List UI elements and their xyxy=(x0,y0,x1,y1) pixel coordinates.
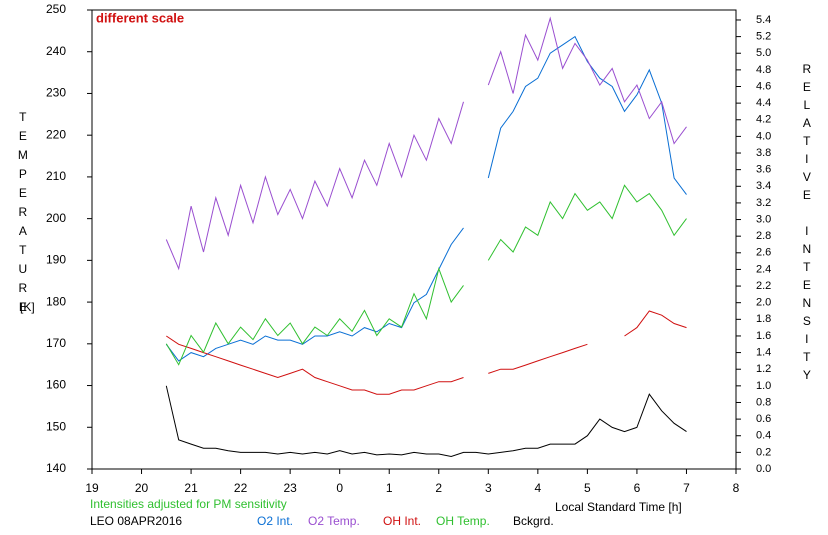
y-tick-label: 140 xyxy=(46,461,66,475)
y-tick-label: 230 xyxy=(46,86,66,100)
series-line xyxy=(165,385,687,458)
y-tick-label: 210 xyxy=(46,169,66,183)
series-line xyxy=(166,310,687,395)
legend-entry: OH Int. xyxy=(383,514,421,528)
y2-tick-label: 2.2 xyxy=(756,280,771,292)
y2-tick-label: 4.6 xyxy=(756,80,771,92)
series-line xyxy=(165,16,687,271)
legend-entry: O2 Int. xyxy=(257,514,293,528)
y2-tick-label: 2.4 xyxy=(756,263,771,275)
y-tick-label: 250 xyxy=(46,2,66,16)
y2-tick-label: 0.2 xyxy=(756,446,771,458)
y2-tick-label: 1.8 xyxy=(756,313,771,325)
y2-tick-label: 4.8 xyxy=(756,64,771,76)
y2-tick-label: 3.8 xyxy=(756,147,771,159)
y2-tick-label: 0.6 xyxy=(756,413,771,425)
y-tick-label: 160 xyxy=(46,378,66,392)
y2-tick-label: 5.4 xyxy=(756,14,771,26)
y-tick-label: 240 xyxy=(46,44,66,58)
x-tick-label: 22 xyxy=(234,481,248,495)
y2-tick-label: 5.2 xyxy=(756,31,771,43)
y2-tick-label: 3.0 xyxy=(756,213,771,225)
x-tick-label: 4 xyxy=(535,481,542,495)
y2-axis-label: RELATIVE INTENSITY xyxy=(800,62,814,386)
plot-frame xyxy=(91,9,737,470)
x-tick-label: 0 xyxy=(336,481,343,495)
x-tick-label: 3 xyxy=(485,481,492,495)
y2-tick-label: 0.0 xyxy=(756,463,771,475)
note: Intensities adjusted for PM sensitivity xyxy=(90,497,287,511)
series-line xyxy=(165,35,687,362)
y-tick-label: 180 xyxy=(46,294,66,308)
y2-tick-label: 3.2 xyxy=(756,197,771,209)
x-tick-label: 7 xyxy=(683,481,690,495)
y-axis-unit: [K] xyxy=(20,300,35,314)
y2-tick-label: 3.4 xyxy=(756,180,771,192)
x-tick-label: 19 xyxy=(85,481,99,495)
y2-tick-label: 0.8 xyxy=(756,396,771,408)
y-tick-label: 190 xyxy=(46,253,66,267)
y2-tick-label: 4.4 xyxy=(756,97,771,109)
station: LEO 08APR2016 xyxy=(90,514,182,528)
y2-tick-label: 4.2 xyxy=(756,114,771,126)
y2-tick-label: 2.0 xyxy=(756,297,771,309)
x-tick-label: 6 xyxy=(634,481,641,495)
x-axis-label: Local Standard Time [h] xyxy=(555,500,682,514)
legend-entry: OH Temp. xyxy=(436,514,490,528)
x-tick-label: 2 xyxy=(435,481,442,495)
x-tick-label: 1 xyxy=(386,481,393,495)
y2-tick-label: 0.4 xyxy=(756,430,771,442)
y2-tick-label: 2.6 xyxy=(756,247,771,259)
x-tick-label: 23 xyxy=(283,481,297,495)
y-tick-label: 220 xyxy=(46,127,66,141)
y-tick-label: 200 xyxy=(46,211,66,225)
x-tick-label: 5 xyxy=(584,481,591,495)
y2-tick-label: 3.6 xyxy=(756,164,771,176)
y-tick-label: 150 xyxy=(46,419,66,433)
x-tick-label: 8 xyxy=(733,481,740,495)
y2-tick-label: 1.6 xyxy=(756,330,771,342)
y2-tick-label: 1.0 xyxy=(756,380,771,392)
series-line xyxy=(165,184,687,366)
y-axis-label: TEMPERATURE xyxy=(16,110,30,319)
x-tick-label: 21 xyxy=(184,481,198,495)
y2-tick-label: 2.8 xyxy=(756,230,771,242)
y2-tick-label: 1.2 xyxy=(756,363,771,375)
y-tick-label: 170 xyxy=(46,336,66,350)
legend-entry: Bckgrd. xyxy=(513,514,554,528)
annotation: different scale xyxy=(96,10,184,25)
y2-tick-label: 4.0 xyxy=(756,130,771,142)
legend-entry: O2 Temp. xyxy=(308,514,360,528)
x-tick-label: 20 xyxy=(135,481,149,495)
y2-tick-label: 5.0 xyxy=(756,47,771,59)
y2-tick-label: 1.4 xyxy=(756,346,771,358)
